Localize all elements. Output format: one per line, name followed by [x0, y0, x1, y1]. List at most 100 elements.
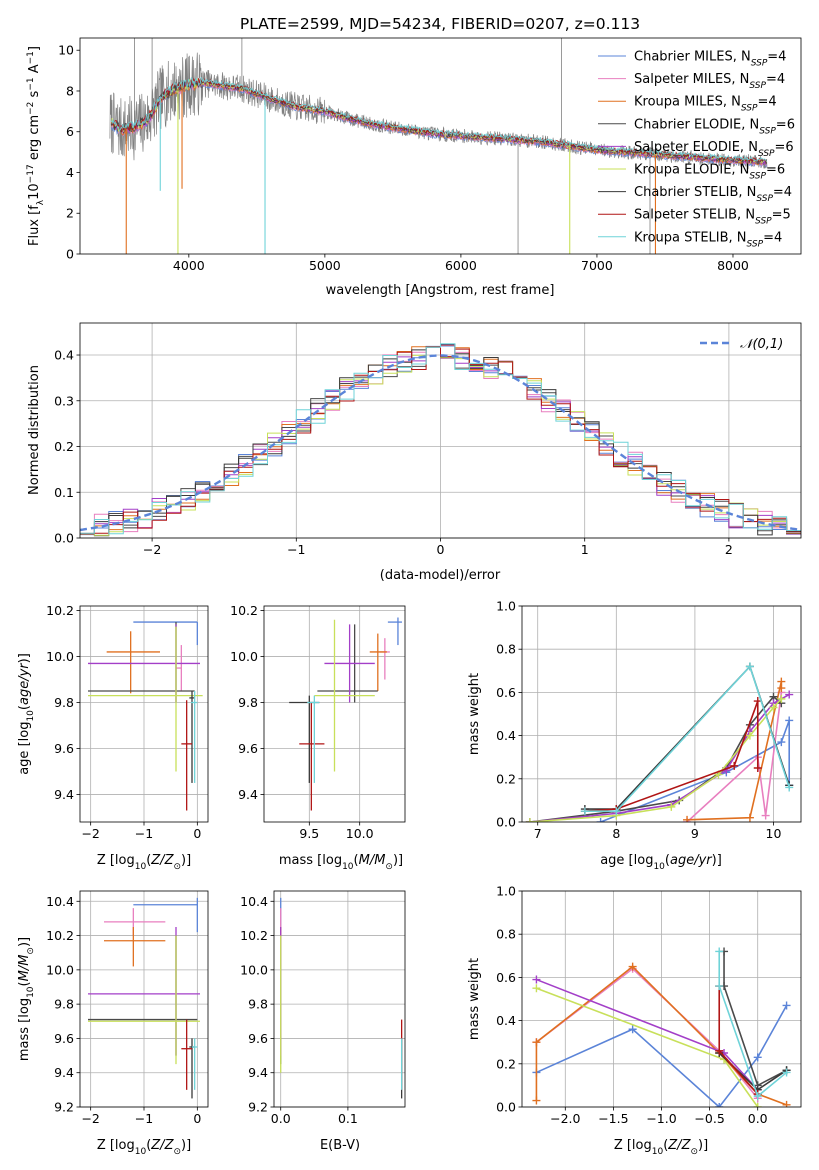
series-line-kroupa-miles: [535, 965, 787, 1106]
x-tick-label: 8: [612, 826, 620, 841]
data-point-salpeter-stelib: [715, 1046, 724, 1055]
x-tick-label: 0.1: [338, 1111, 358, 1126]
age-vs-mass-panel: 9.5 10.0 9.4 9.6 9.8 10.0 10.2: [230, 603, 406, 841]
data-point-kroupa-stelib: [782, 1068, 791, 1077]
y-tick-label: 1.0: [496, 884, 516, 899]
mass-weight-vs-metallicity-panel: −2.0 −1.5 −1.0 −0.5 0.0 0.0 0.2 0.4 0.6 0.8 1.0: [496, 884, 802, 1126]
axes-frame: [273, 890, 406, 1108]
x-axis-label: age [log10(age/yr)]: [600, 853, 722, 872]
x-tick-label: −1: [287, 542, 305, 557]
series-line-kroupa-elodie: [529, 698, 782, 822]
y-tick-label: 0.4: [54, 348, 74, 363]
data-point-kroupa-elodie: [753, 1103, 762, 1107]
residual-histogram-kroupa-stelib: [80, 343, 801, 535]
y-axis-label: Flux [fλ10−17 erg cm−2 s−1 A−1]: [26, 46, 46, 246]
x-axis-label: E(B-V): [320, 1138, 360, 1153]
x-tick-label: 7: [534, 826, 542, 841]
data-point-kroupa-elodie: [532, 984, 541, 993]
y-axis-label: mass weight: [467, 673, 482, 755]
plot-area: [88, 621, 203, 811]
x-tick-label: 7000: [581, 258, 613, 273]
series-line-chabrier-miles: [536, 1005, 788, 1107]
y-tick-label: 0.1: [54, 485, 74, 500]
x-tick-label: −2: [81, 1111, 99, 1126]
mass-weight-vs-age-panel: 7 8 9 10 0.0 0.2 0.4 0.6 0.8 1.0: [496, 599, 802, 841]
y-tick-label: 9.4: [248, 1065, 268, 1080]
y-tick-label: 0.2: [54, 439, 74, 454]
series-line-chabrier-elodie: [529, 695, 782, 822]
data-point-kroupa-miles: [532, 1038, 541, 1047]
x-tick-label: 1: [581, 542, 589, 557]
legend-label: Chabrier STELIB, NSSP=4: [634, 185, 792, 204]
y-tick-label: 10.2: [46, 603, 74, 618]
x-tick-label: −1: [135, 826, 153, 841]
x-tick-label: 4000: [173, 258, 205, 273]
data-point-kroupa-miles: [782, 1100, 791, 1107]
data-point-chabrier-miles: [785, 716, 794, 725]
x-tick-label: 0.0: [271, 1111, 291, 1126]
y-tick-label: 10.0: [46, 649, 74, 664]
series-line-chabrier-elodie: [723, 951, 787, 1087]
y-tick-label: 10.4: [240, 894, 268, 909]
x-axis-label: Z [log10(Z/Z⊙)]: [97, 1138, 191, 1157]
y-tick-label: 9.4: [54, 787, 74, 802]
legend-label: Kroupa ELODIE, NSSP=6: [634, 163, 785, 182]
y-tick-label: 0: [66, 247, 74, 262]
y-tick-label: 0.2: [496, 1056, 516, 1071]
spectrum-legend: Chabrier MILES, NSSP=4 Salpeter MILES, NS…: [598, 50, 795, 249]
y-tick-label: 9.4: [54, 1065, 74, 1080]
residual-panel: −2 −1 0 1 2 0.0 0.1 0.2 0.3 0.4: [54, 322, 802, 557]
y-tick-label: 0.0: [496, 815, 516, 830]
legend-label: Chabrier ELODIE, NSSP=6: [634, 117, 795, 136]
data-point-salpeter-elodie: [532, 975, 541, 984]
x-tick-label: 2: [725, 542, 733, 557]
axes-frame: [79, 37, 802, 255]
y-tick-label: 9.8: [238, 695, 258, 710]
x-tick-label: −2: [143, 542, 161, 557]
mass-vs-metallicity-panel: −2 −1 0 9.2 9.4 9.6 9.8 10.0 10.2 10.4: [46, 890, 209, 1126]
y-tick-label: 9.2: [248, 1100, 268, 1115]
y-tick-label: 10.0: [46, 962, 74, 977]
y-tick-label: 9.8: [54, 997, 74, 1012]
data-point-salpeter-elodie: [785, 690, 794, 699]
x-axis-label: wavelength [Angstrom, rest frame]: [326, 283, 555, 298]
data-point-salpeter-stelib: [730, 761, 739, 770]
x-tick-label: −1: [135, 1111, 153, 1126]
y-tick-label: 0.4: [496, 1013, 516, 1028]
series-line-kroupa-elodie: [536, 987, 759, 1107]
normal-distribution-curve: [80, 354, 801, 532]
y-tick-label: 9.6: [54, 741, 74, 756]
series-line-kroupa-stelib: [584, 664, 790, 813]
chart-title: PLATE=2599, MJD=54234, FIBERID=0207, z=0…: [240, 15, 640, 33]
y-tick-label: 10.4: [46, 894, 74, 909]
plot-area: [80, 343, 801, 537]
x-tick-label: 0: [193, 826, 201, 841]
data-point-kroupa-miles: [777, 684, 786, 693]
data-point-kroupa-stelib: [745, 662, 754, 671]
data-point-kroupa-miles: [745, 813, 754, 822]
y-tick-label: 10: [58, 43, 74, 58]
x-tick-label: 10.0: [346, 826, 374, 841]
y-tick-label: 9.6: [54, 1031, 74, 1046]
data-point-kroupa-stelib: [715, 982, 724, 991]
x-axis-label: Z [log10(Z/Z⊙)]: [97, 853, 191, 872]
x-tick-label: 6000: [445, 258, 477, 273]
legend-label: Salpeter MILES, NSSP=4: [634, 72, 785, 91]
data-point-kroupa-stelib: [785, 783, 794, 792]
data-point-chabrier-miles: [596, 818, 605, 822]
data-point-chabrier-miles: [777, 738, 786, 747]
residual-histogram-salpeter-stelib: [80, 346, 801, 534]
data-point-chabrier-miles: [782, 1001, 791, 1010]
series-line-salpeter-elodie: [536, 978, 759, 1091]
legend-label: Salpeter ELODIE, NSSP=6: [634, 140, 794, 159]
y-tick-label: 4: [66, 165, 74, 180]
data-point-kroupa-elodie: [769, 703, 778, 712]
legend-label: 𝒩(0,1): [740, 337, 783, 352]
x-tick-label: −2: [81, 826, 99, 841]
y-tick-label: 10.2: [240, 928, 268, 943]
plot-area: [280, 897, 403, 1099]
y-axis-label: mass [log10(M/M⊙)]: [17, 937, 36, 1061]
axes-frame: [263, 605, 406, 823]
data-point-kroupa-miles: [628, 962, 637, 971]
